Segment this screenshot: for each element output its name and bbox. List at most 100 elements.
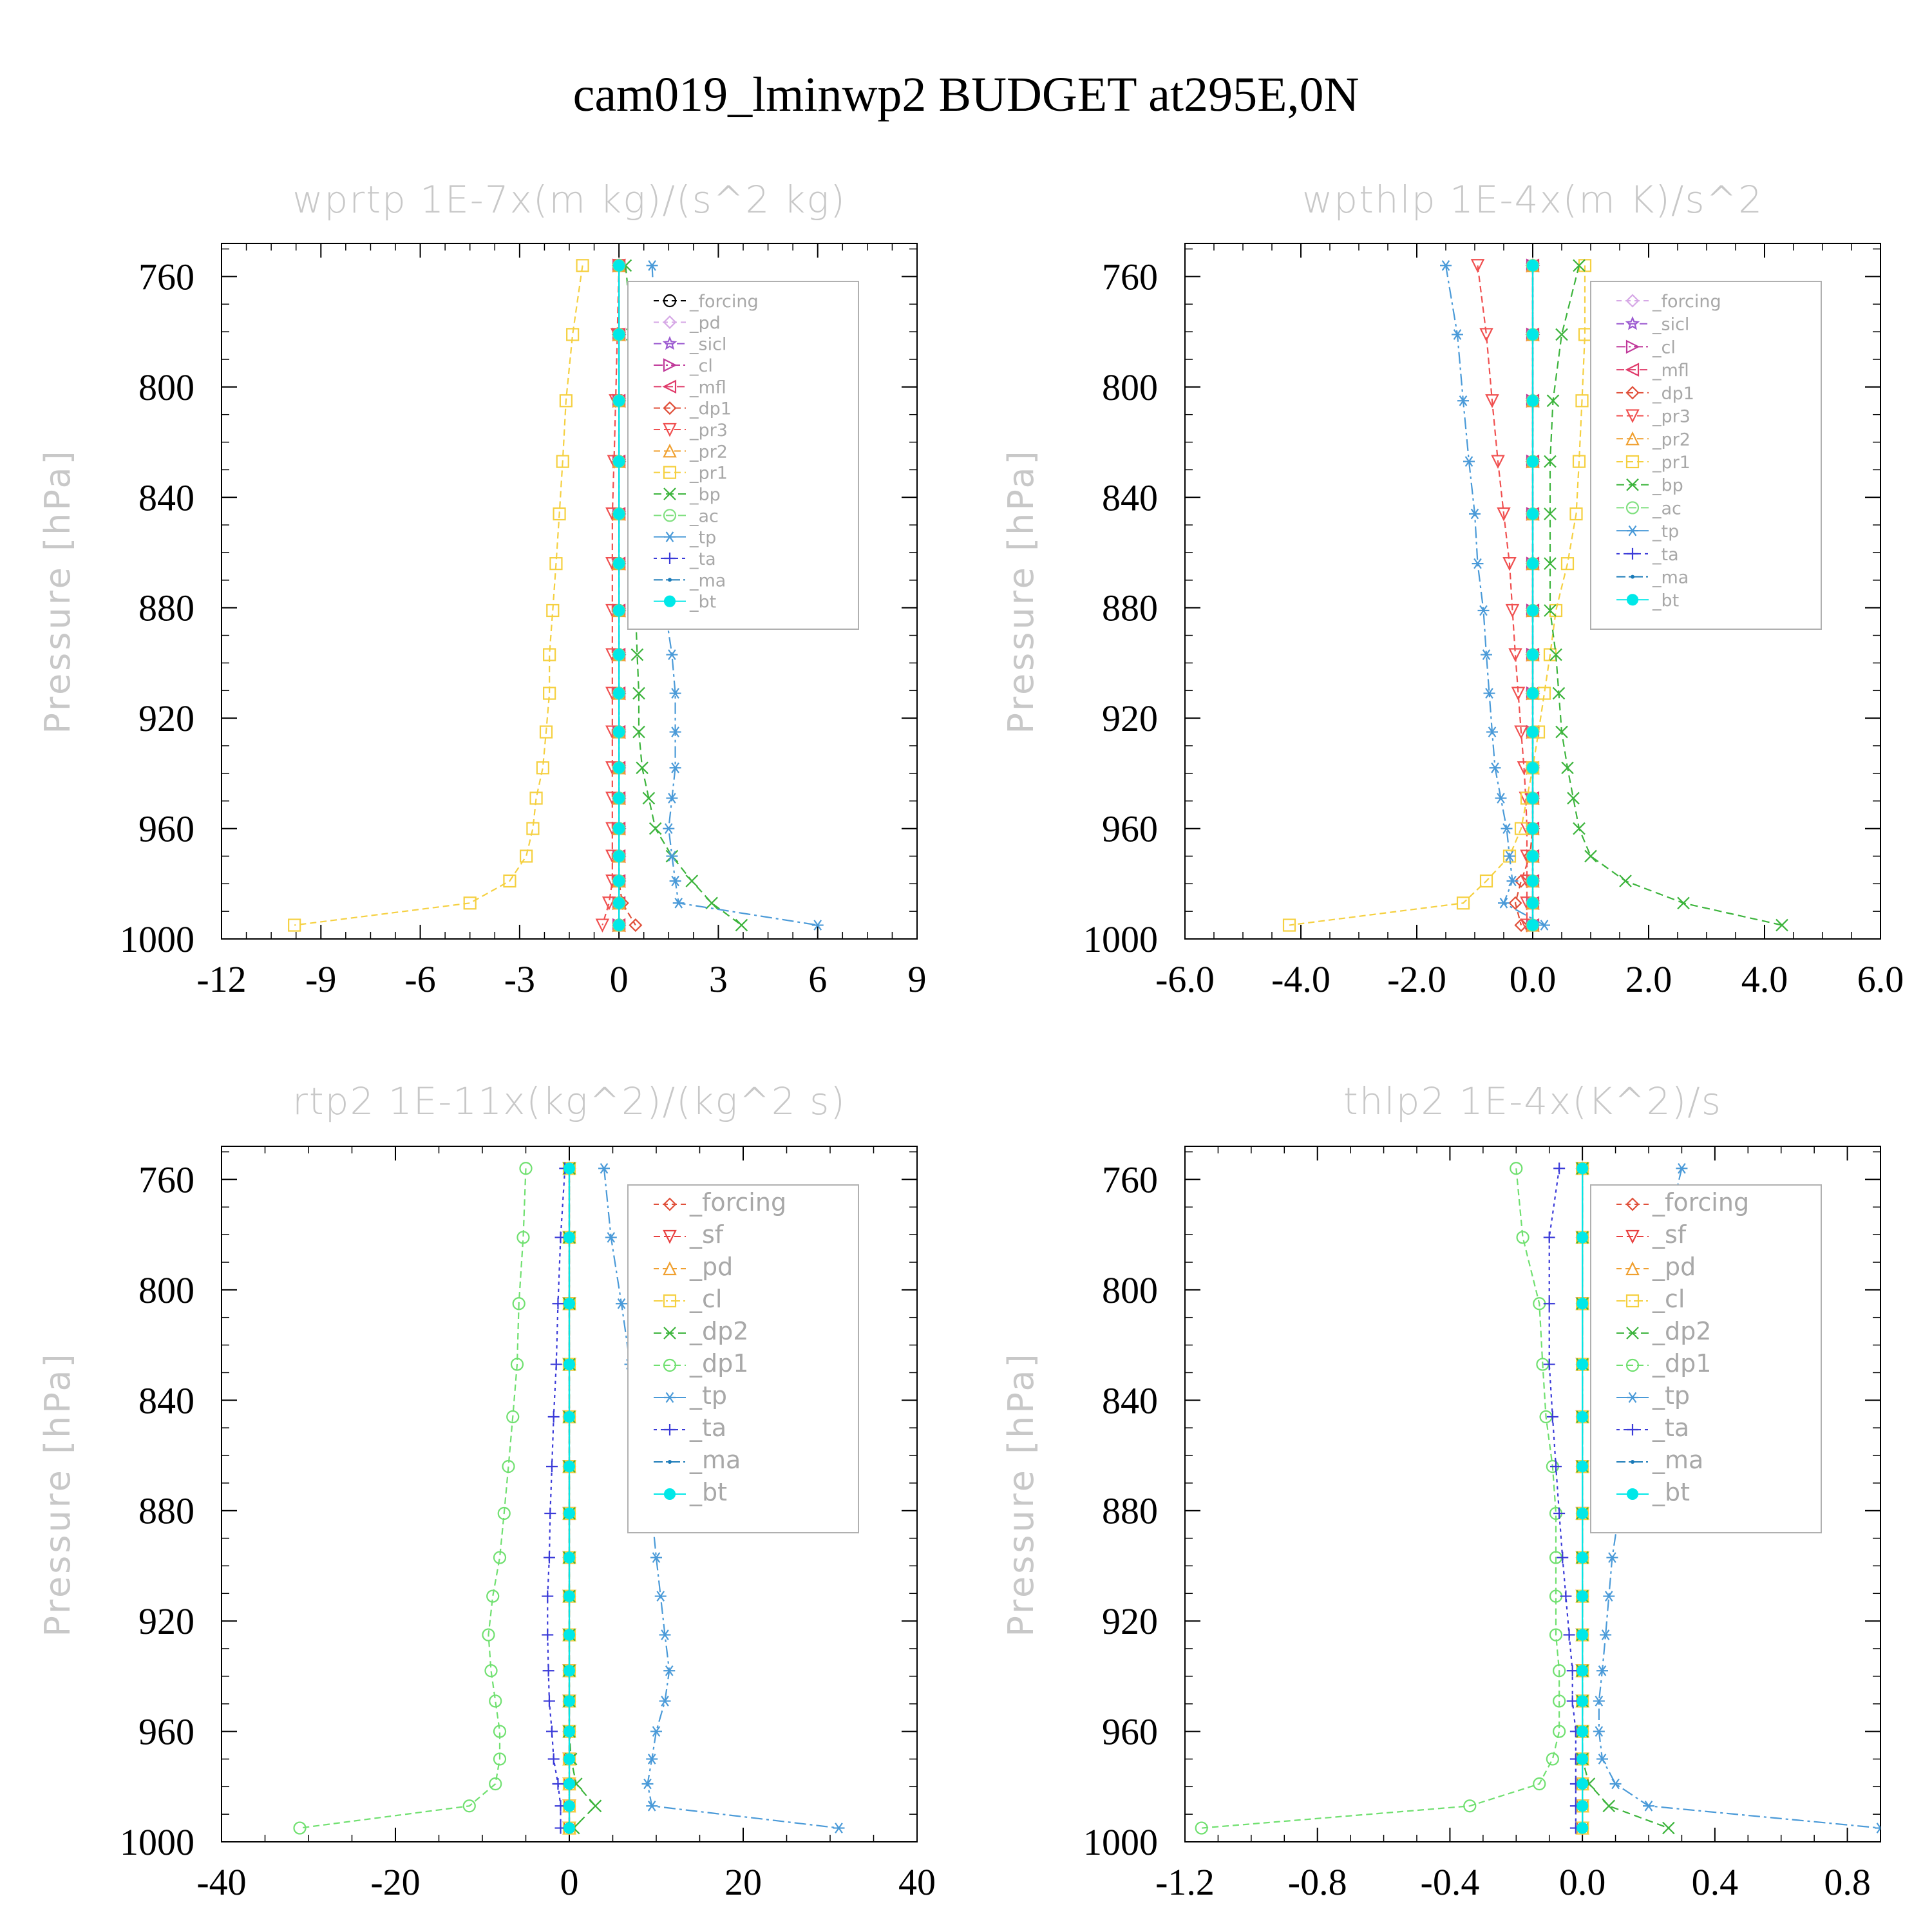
- data-point: [1511, 687, 1526, 701]
- y-axis-label: Pressure [hPa]: [1001, 448, 1041, 734]
- series-line-ta: [547, 1168, 566, 1828]
- data-point: [543, 1551, 555, 1564]
- data-point: [1526, 558, 1539, 570]
- y-axis-label: Pressure [hPa]: [37, 448, 78, 734]
- data-point: [1600, 1629, 1612, 1640]
- y-tick-label: 960: [1102, 808, 1158, 850]
- data-point: [1577, 1410, 1589, 1423]
- data-point: [1577, 1822, 1589, 1834]
- legend-item: _pr2: [654, 442, 728, 462]
- data-point: [1510, 1162, 1523, 1175]
- data-point: [666, 649, 678, 660]
- data-point: [563, 1231, 576, 1244]
- data-point: [659, 1696, 671, 1707]
- legend-label: _forcing: [689, 292, 759, 312]
- data-point: [672, 898, 685, 909]
- legend-item: _cl: [654, 1285, 722, 1313]
- legend-item: _dp1: [654, 1349, 748, 1378]
- y-tick-label: 880: [138, 587, 194, 629]
- y-tick-label: 920: [138, 697, 194, 739]
- data-point: [1526, 455, 1539, 468]
- y-tick-label: 800: [138, 366, 194, 408]
- data-point: [543, 1695, 555, 1707]
- data-point: [1577, 1231, 1589, 1244]
- legend-label: _pr3: [1652, 407, 1690, 427]
- data-point: [613, 507, 625, 520]
- data-point: [1676, 1163, 1688, 1174]
- data-point: [563, 1753, 576, 1765]
- data-point: [493, 1551, 507, 1564]
- data-point: [641, 1778, 654, 1790]
- data-point: [293, 1821, 307, 1835]
- y-tick-label: 760: [1102, 1159, 1158, 1200]
- y-tick-label: 880: [1102, 587, 1158, 629]
- data-point: [646, 260, 658, 271]
- y-tick-label: 1000: [1083, 918, 1158, 960]
- legend-label: _cl: [1652, 1285, 1685, 1313]
- data-point: [613, 260, 625, 272]
- data-point: [519, 1162, 533, 1175]
- data-point: [529, 791, 543, 805]
- data-point: [1508, 648, 1522, 663]
- legend-label: _pr2: [1652, 430, 1690, 450]
- legend-label: _forcing: [1652, 292, 1721, 312]
- legend-label: _bt: [689, 1478, 727, 1506]
- legend-item: _mfl: [654, 377, 726, 397]
- y-tick-label: 880: [1102, 1490, 1158, 1532]
- data-point: [1546, 1752, 1559, 1766]
- data-point: [1577, 1725, 1589, 1738]
- x-tick-label: 9: [908, 958, 927, 1000]
- chart-panel: wprtp 1E-7x(m kg)/(s^2 kg) Pressure [hPa]…: [37, 178, 927, 1000]
- data-point: [666, 851, 678, 862]
- data-point: [563, 1777, 576, 1790]
- legend-item: _ma: [1616, 568, 1689, 588]
- legend-label: _ma: [1652, 568, 1689, 588]
- legend-item: _cl: [1616, 1285, 1685, 1313]
- legend-label: _ac: [1652, 498, 1681, 518]
- data-point: [1593, 1726, 1605, 1737]
- x-tick-label: -6: [404, 958, 435, 1000]
- data-point: [1662, 1821, 1675, 1835]
- x-tick-label: -6.0: [1155, 958, 1215, 1000]
- data-point: [549, 557, 563, 571]
- data-point: [1577, 1665, 1589, 1677]
- data-point: [1577, 1590, 1589, 1602]
- data-point: [613, 687, 625, 699]
- legend-label: _forcing: [689, 1188, 786, 1217]
- legend-item: _bt: [1616, 591, 1679, 611]
- data-point: [1546, 1411, 1558, 1423]
- data-point: [1516, 1231, 1530, 1244]
- data-point: [1557, 1551, 1569, 1564]
- y-tick-label: 920: [138, 1600, 194, 1642]
- data-point: [497, 1506, 511, 1520]
- x-tick-label: -4.0: [1271, 958, 1331, 1000]
- x-tick-label: 0: [560, 1861, 579, 1903]
- x-tick-label: 4.0: [1741, 958, 1788, 1000]
- panels: wprtp 1E-7x(m kg)/(s^2 kg) Pressure [hPa]…: [37, 178, 1904, 1903]
- y-tick-label: 760: [138, 1159, 194, 1200]
- legend-item: _tp: [654, 528, 716, 548]
- x-tick-label: 2.0: [1625, 958, 1672, 1000]
- legend-item: _forcing: [654, 292, 759, 312]
- data-point: [1560, 1590, 1572, 1602]
- data-point: [1506, 875, 1519, 887]
- legend-item: _pd: [1616, 1253, 1696, 1281]
- y-axis-label: Pressure [hPa]: [37, 1351, 78, 1636]
- data-point: [1584, 849, 1597, 863]
- data-point: [1553, 1725, 1566, 1738]
- y-tick-label: 840: [138, 1379, 194, 1421]
- legend-item: _forcing: [1616, 1188, 1749, 1217]
- x-tick-label: -2.0: [1387, 958, 1446, 1000]
- data-point: [1593, 1696, 1605, 1707]
- series-group: [1282, 258, 1788, 933]
- data-point: [1550, 1461, 1562, 1473]
- legend-item: _mfl: [1616, 361, 1689, 381]
- data-point: [1567, 791, 1580, 805]
- data-point: [589, 1799, 602, 1813]
- data-point: [613, 897, 625, 909]
- legend-item: _pr2: [1616, 430, 1690, 450]
- data-point: [536, 761, 549, 775]
- legend-label: _tp: [1652, 1381, 1690, 1410]
- data-point: [566, 328, 580, 341]
- data-point: [563, 1800, 576, 1812]
